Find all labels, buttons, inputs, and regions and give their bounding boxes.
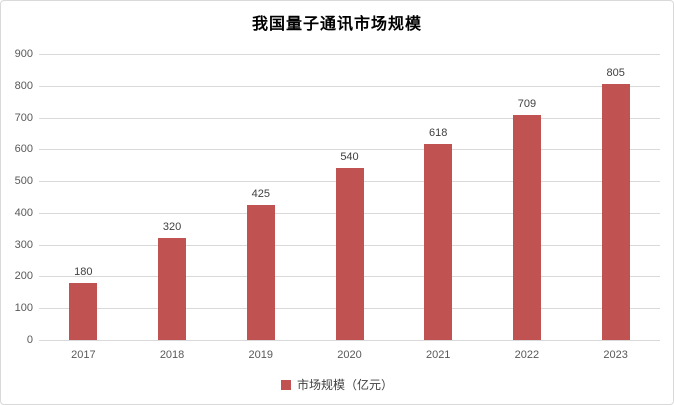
bar-2018: [158, 238, 187, 340]
x-axis-tick-label: 2023: [603, 349, 628, 361]
x-axis-tick-label: 2019: [248, 349, 274, 361]
bar-2021: [424, 143, 453, 340]
gridline: [39, 85, 660, 87]
y-axis-tick-label: 900: [14, 48, 33, 60]
x-axis-tick-label: 2022: [514, 349, 540, 361]
bar-2022: [512, 114, 541, 340]
x-axis-tick-label: 2017: [71, 349, 96, 361]
x-axis-tick-label: 2020: [337, 349, 362, 361]
plot-area: 180 320 425 540 618 709 805: [39, 54, 660, 341]
bar-value-label: 618: [429, 126, 448, 139]
bar-value-label: 180: [74, 265, 93, 278]
bar-value-label: 709: [517, 97, 537, 110]
bar-value-label: 425: [251, 187, 270, 200]
x-axis-tick-label: 2021: [425, 349, 451, 361]
gridline: [39, 54, 660, 55]
bar-value-label: 540: [340, 151, 359, 164]
y-axis-tick-label: 100: [14, 302, 33, 315]
y-axis-tick-label: 200: [14, 270, 33, 283]
bar-2019: [246, 204, 275, 340]
y-axis-tick-label: 500: [14, 175, 33, 188]
bar-2023: [601, 84, 630, 340]
y-axis-tick-label: 0: [26, 334, 33, 346]
y-axis-tick-label: 800: [14, 79, 33, 92]
y-axis-tick-label: 300: [14, 238, 33, 251]
gridline: [39, 117, 660, 119]
gridline: [39, 149, 660, 151]
y-axis-tick-label: 400: [14, 206, 33, 219]
bar-value-label: 805: [606, 67, 625, 80]
bar-value-label: 320: [162, 221, 182, 234]
bar-2017: [69, 282, 98, 340]
y-axis-tick-label: 700: [14, 111, 33, 124]
legend: 市场规模（亿元）: [1, 376, 673, 393]
y-axis-tick-label: 600: [14, 143, 33, 156]
bar-2020: [335, 168, 364, 340]
x-axis-tick-label: 2018: [159, 349, 185, 361]
legend-swatch-icon: [280, 379, 291, 390]
chart-title: 我国量子通讯市场规模: [251, 16, 422, 33]
gridline: [39, 340, 660, 341]
legend-label: 市场规模（亿元）: [296, 378, 393, 392]
